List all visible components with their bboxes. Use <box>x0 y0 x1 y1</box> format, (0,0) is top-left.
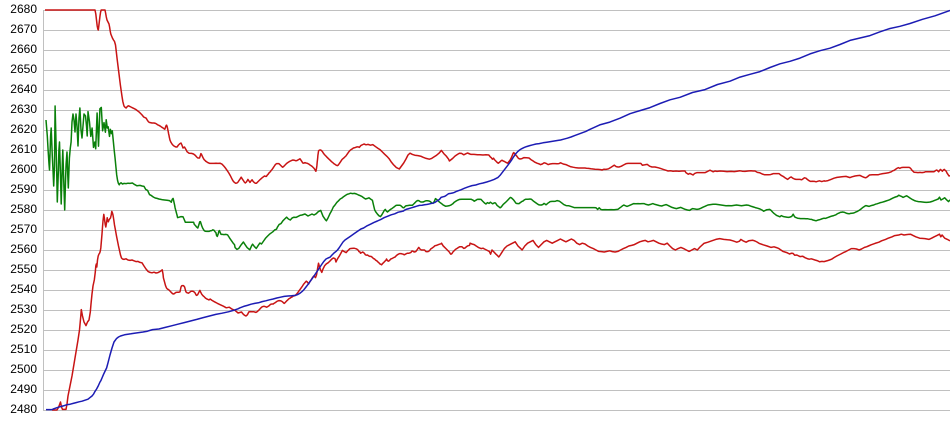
svg-text:2680: 2680 <box>10 2 37 16</box>
svg-text:2640: 2640 <box>10 82 37 96</box>
svg-text:2480: 2480 <box>10 402 37 416</box>
svg-text:2500: 2500 <box>10 362 37 376</box>
svg-text:2630: 2630 <box>10 102 37 116</box>
svg-text:2490: 2490 <box>10 382 37 396</box>
svg-text:2670: 2670 <box>10 22 37 36</box>
svg-text:2590: 2590 <box>10 182 37 196</box>
svg-text:2570: 2570 <box>10 222 37 236</box>
svg-text:2530: 2530 <box>10 302 37 316</box>
svg-text:2520: 2520 <box>10 322 37 336</box>
svg-text:2600: 2600 <box>10 162 37 176</box>
svg-text:2580: 2580 <box>10 202 37 216</box>
svg-text:2510: 2510 <box>10 342 37 356</box>
svg-text:2660: 2660 <box>10 42 37 56</box>
svg-text:2650: 2650 <box>10 62 37 76</box>
svg-text:2610: 2610 <box>10 142 37 156</box>
svg-text:2540: 2540 <box>10 282 37 296</box>
svg-text:2550: 2550 <box>10 262 37 276</box>
svg-text:2620: 2620 <box>10 122 37 136</box>
svg-text:2560: 2560 <box>10 242 37 256</box>
